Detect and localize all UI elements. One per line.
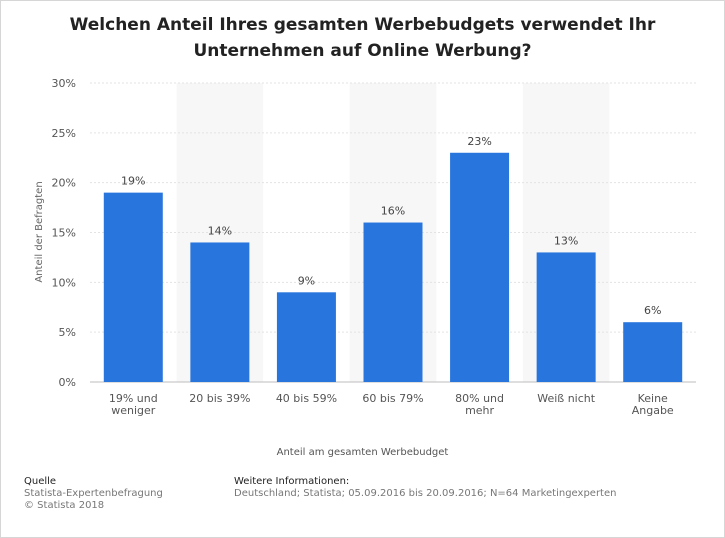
- y-axis-label: Anteil der Befragten: [34, 181, 45, 282]
- chart-title: Welchen Anteil Ihres gesamten Werbebudge…: [40, 12, 685, 64]
- bars: [103, 152, 683, 382]
- source-line-1: Statista-Expertenbefragung: [24, 488, 163, 499]
- chart-title-line-2: Unternehmen auf Online Werbung?: [193, 41, 532, 61]
- y-tick-label: 30%: [52, 77, 76, 90]
- bar-value-label: 23%: [467, 135, 491, 148]
- y-axis-ticks: 0% 5% 10% 15% 20% 25% 30%: [52, 77, 76, 389]
- bar[interactable]: [363, 222, 423, 382]
- x-tick-label: 20 bis 39%: [189, 392, 250, 405]
- x-tick-label: weniger: [111, 404, 156, 417]
- y-tick-label: 10%: [52, 276, 76, 289]
- bar-value-label: 6%: [644, 304, 661, 317]
- y-tick-label: 5%: [59, 326, 76, 339]
- x-tick-label: 80% und: [455, 392, 504, 405]
- info-line-1: Deutschland; Statista; 05.09.2016 bis 20…: [234, 488, 617, 499]
- y-tick-label: 25%: [52, 127, 76, 140]
- chart-title-line-1: Welchen Anteil Ihres gesamten Werbebudge…: [69, 15, 656, 35]
- bar-value-label: 14%: [208, 224, 232, 237]
- bar-value-label: 16%: [381, 205, 405, 218]
- bar[interactable]: [623, 322, 683, 382]
- value-labels: 19% 14% 9% 16% 23% 13% 6%: [121, 135, 661, 317]
- info-heading: Weitere Informationen:: [234, 476, 350, 487]
- source-heading: Quelle: [24, 476, 57, 487]
- bar[interactable]: [190, 242, 250, 382]
- y-tick-label: 15%: [52, 227, 76, 240]
- x-tick-label: 60 bis 79%: [362, 392, 423, 405]
- source-line-2: © Statista 2018: [24, 500, 105, 511]
- x-axis-label: Anteil am gesamten Werbebudget: [276, 447, 449, 458]
- x-tick-label: Keine: [638, 392, 668, 405]
- x-tick-label: Weiß nicht: [537, 392, 596, 405]
- info-block: Weitere Informationen: Deutschland; Stat…: [234, 476, 616, 500]
- bar[interactable]: [450, 152, 510, 382]
- source-block: Quelle Statista-Expertenbefragung © Stat…: [24, 476, 163, 512]
- bar[interactable]: [276, 292, 336, 382]
- x-tick-label: Angabe: [632, 404, 674, 417]
- y-tick-label: 0%: [59, 376, 76, 389]
- bar-value-label: 9%: [298, 274, 315, 287]
- x-tick-label: 40 bis 59%: [276, 392, 337, 405]
- bar[interactable]: [536, 252, 596, 382]
- bar-value-label: 13%: [554, 234, 578, 247]
- x-tick-label: 19% und: [109, 392, 158, 405]
- x-tick-label: mehr: [465, 404, 494, 417]
- y-tick-label: 20%: [52, 177, 76, 190]
- bar[interactable]: [103, 192, 163, 382]
- bar-value-label: 19%: [121, 175, 145, 188]
